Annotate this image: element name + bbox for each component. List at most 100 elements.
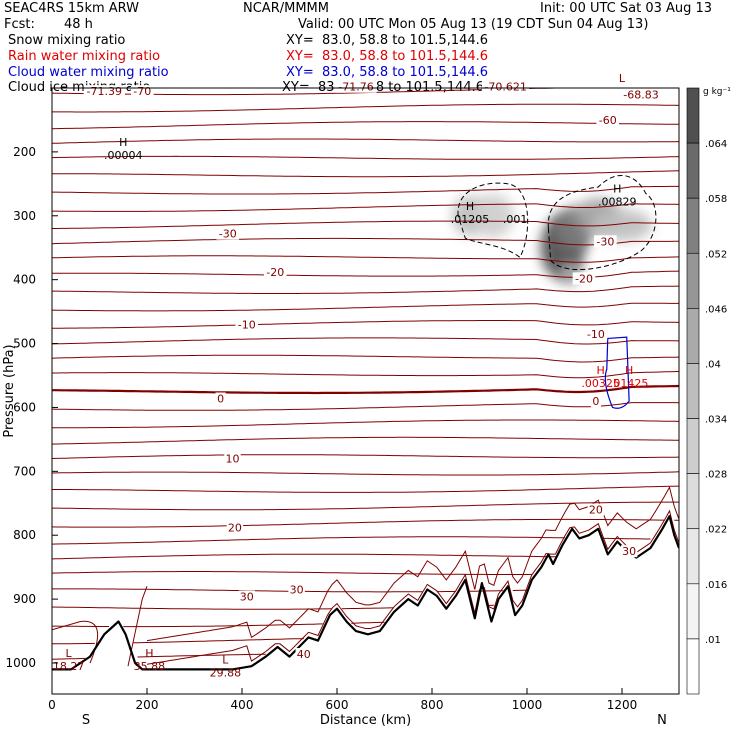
colorbar-label: .052 (705, 249, 727, 260)
isotherm-line (52, 436, 679, 445)
isotherm-line (127, 586, 148, 667)
extremum-value: 35.88 (134, 660, 166, 673)
label-background (620, 88, 662, 101)
isotherm-line (52, 638, 318, 644)
isotherm-line (52, 501, 679, 511)
y-tick-label: 800 (13, 528, 36, 542)
cloud-ice-contour (457, 182, 529, 259)
x-tick-label: 1000 (512, 698, 543, 712)
colorbar-swatch (686, 418, 700, 474)
south-label: S (82, 713, 90, 728)
y-axis-label: Pressure (hPa) (2, 344, 17, 437)
cloud-ice-contour (547, 174, 657, 271)
label-background (481, 80, 530, 93)
y-tick-label: 900 (13, 592, 36, 606)
isotherm-label: -10 (587, 328, 605, 341)
field-rain: Rain water mixing ratio (8, 49, 161, 64)
isotherm-label: 30 (290, 584, 304, 597)
isotherm-line (52, 285, 679, 294)
colorbar-swatch (686, 638, 700, 695)
isotherm-line (52, 621, 385, 628)
isotherm-line (52, 203, 679, 212)
isotherm-line (52, 220, 679, 229)
isotherm-line (52, 320, 679, 329)
isotherm-label: -30 (219, 228, 237, 241)
plot-frame (51, 87, 680, 695)
isotherm-line (52, 419, 679, 429)
forecast-label: Fcst: (4, 17, 35, 32)
field-cloud-water: Cloud water mixing ratio (8, 65, 169, 80)
isotherm-line (52, 518, 679, 528)
colorbar-label: .04 (705, 359, 721, 370)
colorbar-label: .016 (705, 580, 727, 591)
extremum-value: .00004 (104, 149, 143, 162)
forecast-hours: 48 h (64, 17, 93, 32)
isotherm-line (146, 509, 679, 665)
colorbar-unit: g kg⁻¹ (703, 87, 731, 97)
extremum-value: 29.88 (210, 666, 242, 679)
colorbar-label: .028 (705, 470, 727, 481)
isotherm-line (52, 454, 679, 459)
colorbar-label: .058 (705, 194, 727, 205)
contour-labels: -71.39 -70 -71.76 -70.621 -68.83 -60 -30 -30 -20… (53, 72, 662, 679)
colorbar-label: .064 (705, 139, 727, 150)
isotherm-line (52, 103, 679, 113)
label-background (584, 327, 608, 340)
isotherm-line (52, 170, 679, 178)
model-title: SEAC4RS 15km ARW (4, 1, 140, 16)
colorbar-swatch (686, 583, 700, 640)
label-background (596, 113, 620, 126)
label-background (263, 266, 287, 278)
y-tick-label: 400 (13, 273, 36, 287)
y-tick-label: 1000 (5, 656, 36, 670)
isotherm-label: -30 (596, 235, 614, 248)
y-tick-label: 500 (13, 337, 36, 351)
isotherm-label: -70.621 (484, 81, 526, 94)
label-background (235, 318, 259, 331)
extremum-value: .00325 (581, 377, 620, 390)
extremum-value: .001 (503, 213, 528, 226)
isotherm-line (52, 237, 679, 246)
isotherm-label: 0 (592, 395, 599, 408)
label-background (216, 227, 240, 240)
freezing-level-line (52, 384, 679, 395)
terrain-line (52, 515, 679, 671)
colorbar-swatch (686, 473, 700, 530)
isotherm-label: 20 (228, 522, 242, 535)
north-label: N (657, 713, 667, 728)
extremum-value: .00829 (598, 196, 637, 209)
colorbar-swatch (686, 528, 700, 585)
x-tick-label: 1200 (607, 698, 638, 712)
isotherm-line (52, 302, 679, 312)
label-background (215, 392, 226, 405)
field-snow: Snow mixing ratio (8, 33, 126, 48)
extremum-marker: L (619, 72, 626, 85)
extremum-marker: L (66, 647, 73, 660)
isotherm-line (52, 337, 679, 345)
extremum-marker: H (625, 364, 633, 377)
isotherm-label: -10 (238, 318, 256, 331)
isotherm-line (52, 354, 679, 363)
extremum-marker: H (466, 200, 474, 213)
colorbar: .064 .058 .052 .046 .04 .034 .028 .022 .016 .01 g … (686, 87, 731, 695)
isotherm-label: -60 (599, 114, 617, 127)
org-label: NCAR/MMMM (243, 1, 329, 16)
extremum-marker: H (145, 647, 153, 660)
y-tick-label: 600 (13, 400, 36, 414)
isotherm-line (52, 155, 679, 160)
extremum-marker: H (119, 136, 127, 149)
label-background (587, 503, 605, 516)
extremum-marker: L (222, 653, 229, 666)
isotherm-label: -70 (133, 85, 151, 98)
label-background (335, 80, 377, 93)
field-snow-xy: XY= 83.0, 58.8 to 101.5,144.6 (286, 33, 489, 48)
extremum-value: .01205 (451, 213, 490, 226)
x-axis-label: Distance (km) (320, 713, 411, 728)
valid-time: Valid: 00 UTC Mon 05 Aug 13 (19 CDT Sun … (298, 17, 649, 32)
isotherm-label: -71.39 (87, 85, 122, 98)
x-tick-label: 600 (326, 698, 349, 712)
isotherm-label: 0 (217, 393, 224, 406)
x-tick-label: 200 (136, 698, 159, 712)
colorbar-label: .046 (705, 304, 727, 315)
